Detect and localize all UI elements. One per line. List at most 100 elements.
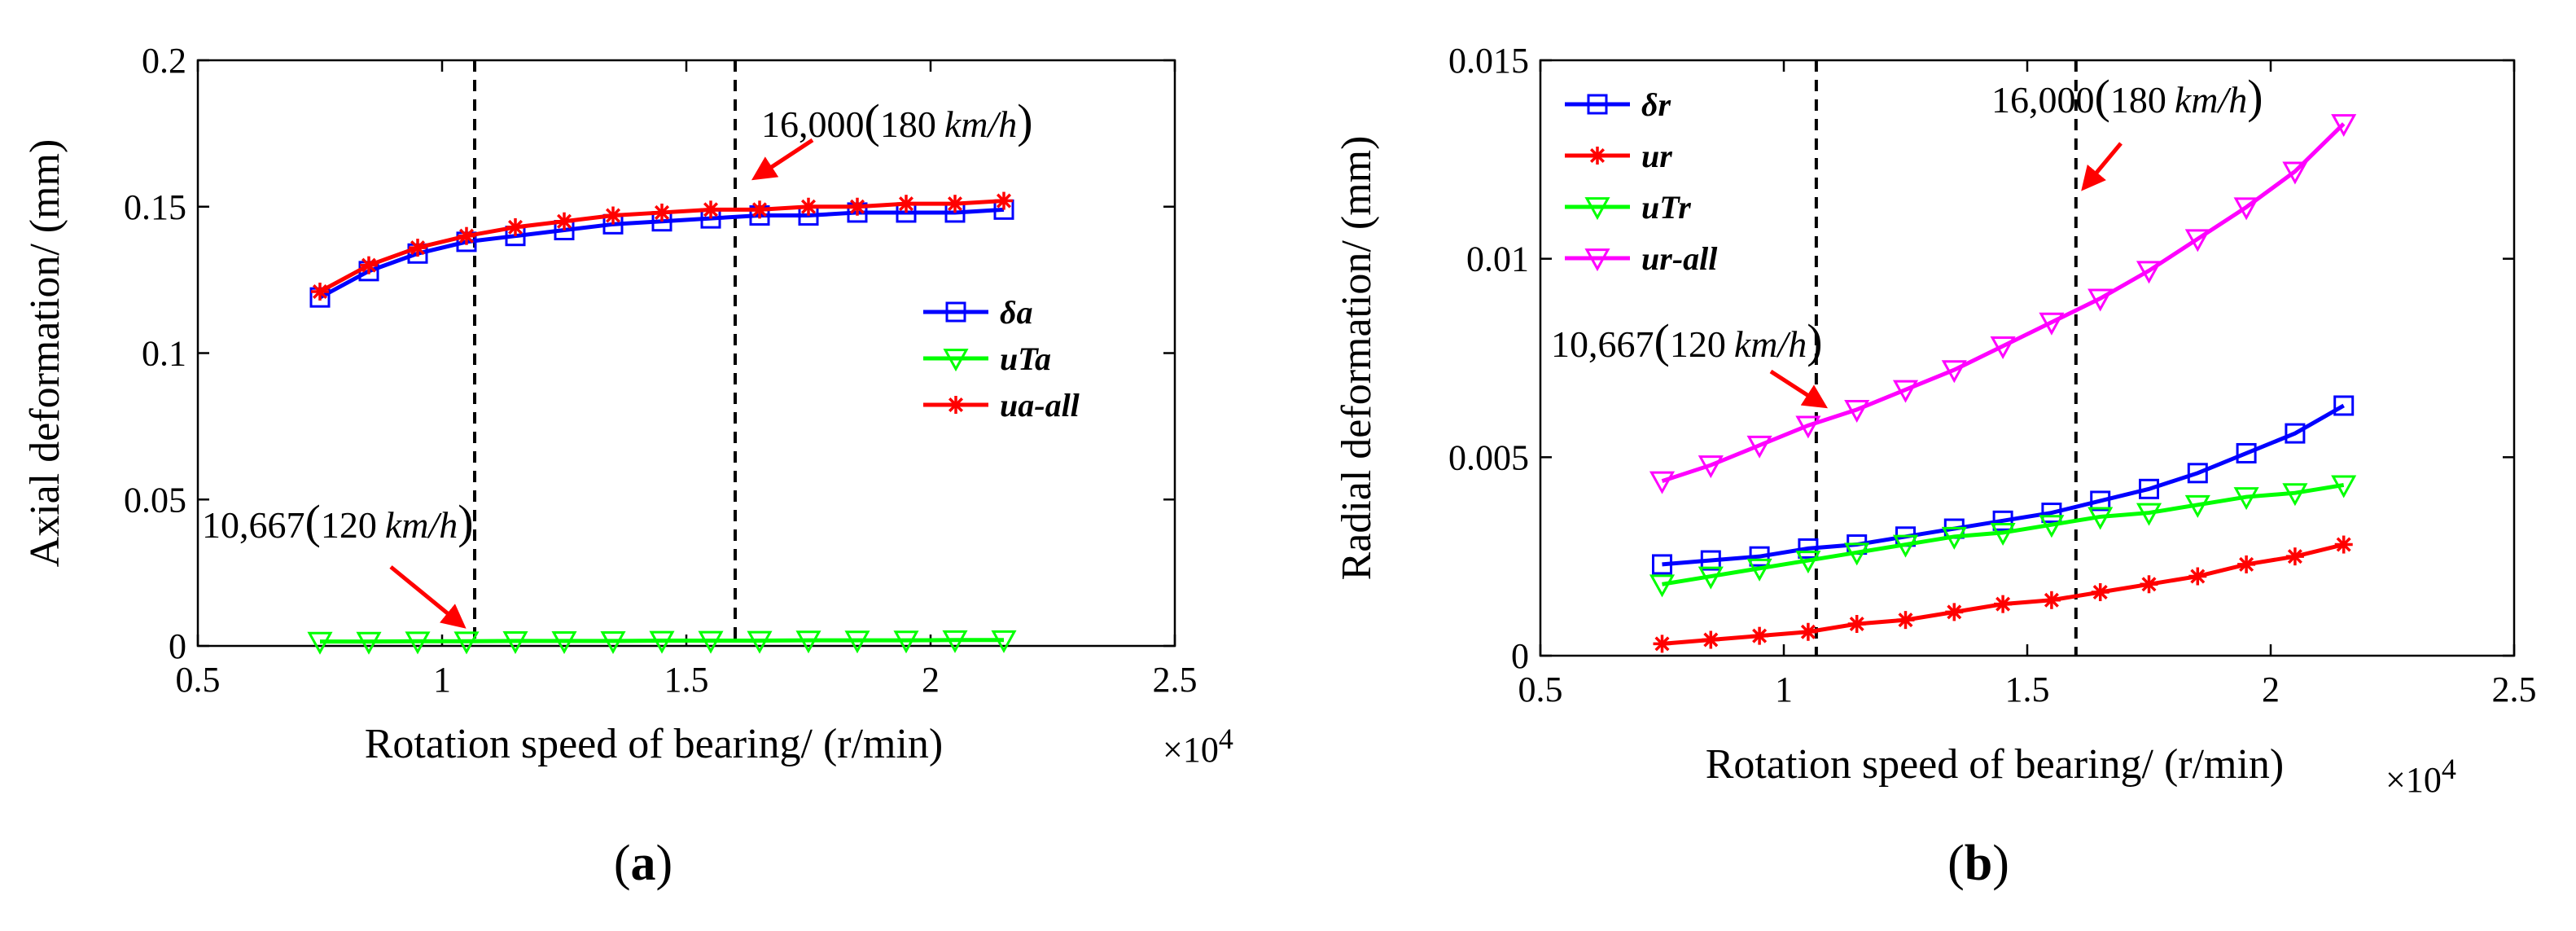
- data-point: [942, 630, 968, 653]
- data-point: [2331, 475, 2357, 498]
- legend-marker: [943, 349, 969, 372]
- data-point: [2333, 395, 2355, 416]
- data-point: [405, 631, 431, 655]
- annotation-speed: 120: [321, 504, 377, 546]
- annotation-arrow: [389, 565, 467, 629]
- data-point: [1992, 510, 2013, 531]
- x-tick-label: 1: [433, 660, 451, 700]
- data-point: [2039, 312, 2065, 336]
- legend-marker: [1587, 94, 1608, 115]
- annotation-paren-open: (: [865, 94, 880, 147]
- data-point: [502, 630, 528, 654]
- data-point: [1990, 523, 2016, 547]
- marker-stroke: [996, 193, 1012, 209]
- marker-stroke: [458, 228, 475, 244]
- legend-marker: [1584, 197, 1610, 221]
- data-point: [555, 212, 573, 231]
- data-point: [1844, 399, 1870, 423]
- legend-label: ua-all: [1000, 387, 1080, 424]
- data-point: [1649, 574, 1676, 598]
- marker-stroke: [2190, 569, 2206, 584]
- data-point: [453, 631, 480, 655]
- y-tick-label: 0.05: [124, 480, 186, 520]
- annotation: 10,667(120 km/h): [1551, 314, 1829, 409]
- data-point: [2090, 490, 2111, 512]
- marker-stroke: [1849, 616, 1864, 632]
- y-tick-label: 0: [1511, 636, 1529, 676]
- series-ur: [1653, 535, 2353, 653]
- data-point: [2233, 487, 2259, 511]
- y-tick-label: 0.015: [1448, 41, 1529, 81]
- annotation-speed: 180: [880, 103, 936, 145]
- y-tick-label: 0.1: [142, 334, 186, 374]
- marker-stroke: [1654, 636, 1670, 652]
- data-point: [2184, 229, 2210, 253]
- marker-stroke: [1589, 147, 1606, 164]
- series-line: [1661, 122, 2346, 483]
- data-point: [2140, 575, 2158, 594]
- y-axis-title: Radial deformation/ (mm): [1334, 136, 1380, 581]
- annotation-paren-close: ): [1807, 314, 1822, 367]
- annotation-paren-close: ): [2247, 70, 2263, 123]
- panel-label: (a): [614, 836, 672, 891]
- annotation-speed: 180: [2110, 79, 2166, 121]
- x-tick-label: 1.5: [2005, 670, 2050, 709]
- data-point: [551, 630, 577, 654]
- data-point: [600, 630, 626, 654]
- legend-label: ur: [1641, 138, 1672, 174]
- marker-stroke: [898, 196, 914, 212]
- x-multiplier-base: ×10: [2385, 760, 2442, 800]
- data-point: [1994, 595, 2013, 613]
- series-δr: [1652, 395, 2355, 575]
- marker-stroke: [2044, 592, 2059, 608]
- data-point: [2088, 288, 2114, 312]
- x-axis-multiplier: ×104: [1163, 722, 1233, 770]
- x-tick-label: 2.5: [2492, 670, 2537, 709]
- x-tick-label: 0.5: [1518, 670, 1563, 709]
- x-tick-label: 2: [922, 660, 940, 700]
- annotation-number: 16,000: [761, 103, 865, 145]
- annotation: 10,667(120 km/h): [202, 495, 474, 629]
- series-line: [1662, 403, 2345, 567]
- data-point: [1941, 360, 1967, 384]
- annotation-paren-open: (: [1654, 314, 1670, 367]
- marker-stroke: [2336, 537, 2351, 552]
- data-point: [2285, 547, 2304, 566]
- x-multiplier-exponent: 4: [1219, 722, 1233, 755]
- data-point: [1847, 615, 1866, 634]
- data-point: [2136, 503, 2162, 526]
- annotation-unit: km/h: [2175, 79, 2247, 121]
- data-point: [995, 191, 1013, 210]
- data-point: [1746, 435, 1772, 459]
- annotation-paren-close: ): [458, 495, 473, 548]
- annotation-number: 16,000: [1991, 79, 2095, 121]
- marker-stroke: [361, 257, 377, 273]
- data-point: [2088, 507, 2114, 530]
- annotation-paren-open: (: [2095, 70, 2110, 123]
- annotation-paren-close: ): [1017, 94, 1032, 147]
- data-point: [649, 630, 675, 654]
- legend-label: uTa: [1000, 340, 1051, 377]
- marker-stroke: [507, 219, 524, 235]
- x-axis-title: Rotation speed of bearing/ (r/min): [365, 721, 943, 767]
- series-ua-all: [311, 191, 1013, 301]
- data-point: [1698, 455, 1724, 479]
- panel-paren-open: (: [1947, 836, 1965, 891]
- data-point: [1652, 554, 1672, 575]
- data-point: [307, 631, 333, 655]
- x-multiplier-exponent: 4: [2442, 753, 2456, 785]
- data-point: [795, 630, 821, 654]
- marker-stroke: [751, 202, 768, 217]
- marker-stroke: [2287, 549, 2302, 564]
- data-point: [1990, 336, 2016, 359]
- data-point: [311, 283, 329, 301]
- marker-stroke: [654, 204, 670, 220]
- data-point: [356, 631, 382, 655]
- marker-stroke: [605, 208, 621, 223]
- marker-stroke: [2092, 585, 2108, 600]
- data-point: [2184, 494, 2210, 518]
- y-axis-ticks: 0 0.005 0.01 0.015: [1448, 41, 2514, 676]
- data-point: [1746, 558, 1772, 582]
- data-point: [2039, 515, 2065, 538]
- annotation-unit: km/h: [385, 504, 458, 546]
